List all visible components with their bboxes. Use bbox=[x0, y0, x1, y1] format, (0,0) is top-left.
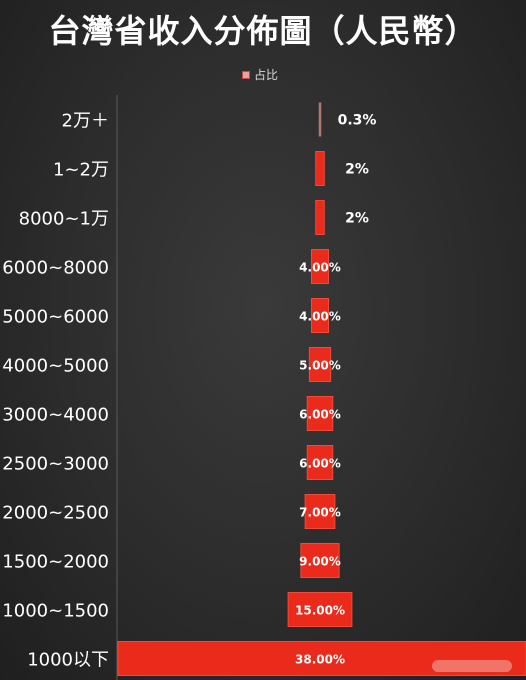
chart-title: 台灣省收入分佈圖（人民幣） bbox=[48, 12, 478, 50]
category-label: 3000~4000 bbox=[2, 405, 109, 426]
category-label: 1000以下 bbox=[27, 650, 109, 671]
category-label: 5000~6000 bbox=[2, 307, 109, 328]
category-label: 2000~2500 bbox=[2, 503, 109, 524]
bar bbox=[306, 445, 334, 480]
category-label: 1~2万 bbox=[53, 160, 109, 181]
legend-swatch bbox=[242, 70, 250, 79]
bar bbox=[300, 543, 340, 578]
data-label: 6.00% bbox=[299, 457, 341, 471]
bar bbox=[318, 102, 322, 137]
bar bbox=[306, 396, 334, 431]
watermark bbox=[432, 660, 512, 672]
bar bbox=[311, 298, 329, 333]
data-label: 2% bbox=[345, 162, 369, 178]
category-label: 6000~8000 bbox=[2, 258, 109, 279]
category-label: 8000~1万 bbox=[19, 209, 109, 230]
bar bbox=[287, 592, 353, 627]
category-label: 1000~1500 bbox=[2, 601, 109, 622]
data-label: 9.00% bbox=[299, 555, 341, 569]
data-label: 15.00% bbox=[295, 604, 345, 618]
category-label: 2万＋ bbox=[62, 111, 109, 132]
data-label: 6.00% bbox=[299, 408, 341, 422]
data-label: 7.00% bbox=[299, 506, 341, 520]
data-label: 0.3% bbox=[338, 113, 377, 129]
data-label: 4.00% bbox=[299, 310, 341, 324]
bar bbox=[311, 249, 329, 284]
data-label: 38.00% bbox=[295, 653, 345, 667]
data-label: 5.00% bbox=[299, 359, 341, 373]
legend: 占比 bbox=[242, 66, 278, 83]
data-label: 4.00% bbox=[299, 261, 341, 275]
bar bbox=[117, 641, 526, 676]
bar bbox=[315, 151, 325, 186]
legend-label: 占比 bbox=[254, 68, 279, 82]
bar bbox=[304, 494, 336, 529]
category-label: 2500~3000 bbox=[2, 454, 109, 475]
bar bbox=[308, 347, 332, 382]
data-label: 2% bbox=[345, 211, 369, 227]
category-label: 1500~2000 bbox=[2, 552, 109, 573]
bar bbox=[315, 200, 325, 235]
category-label: 4000~5000 bbox=[2, 356, 109, 377]
